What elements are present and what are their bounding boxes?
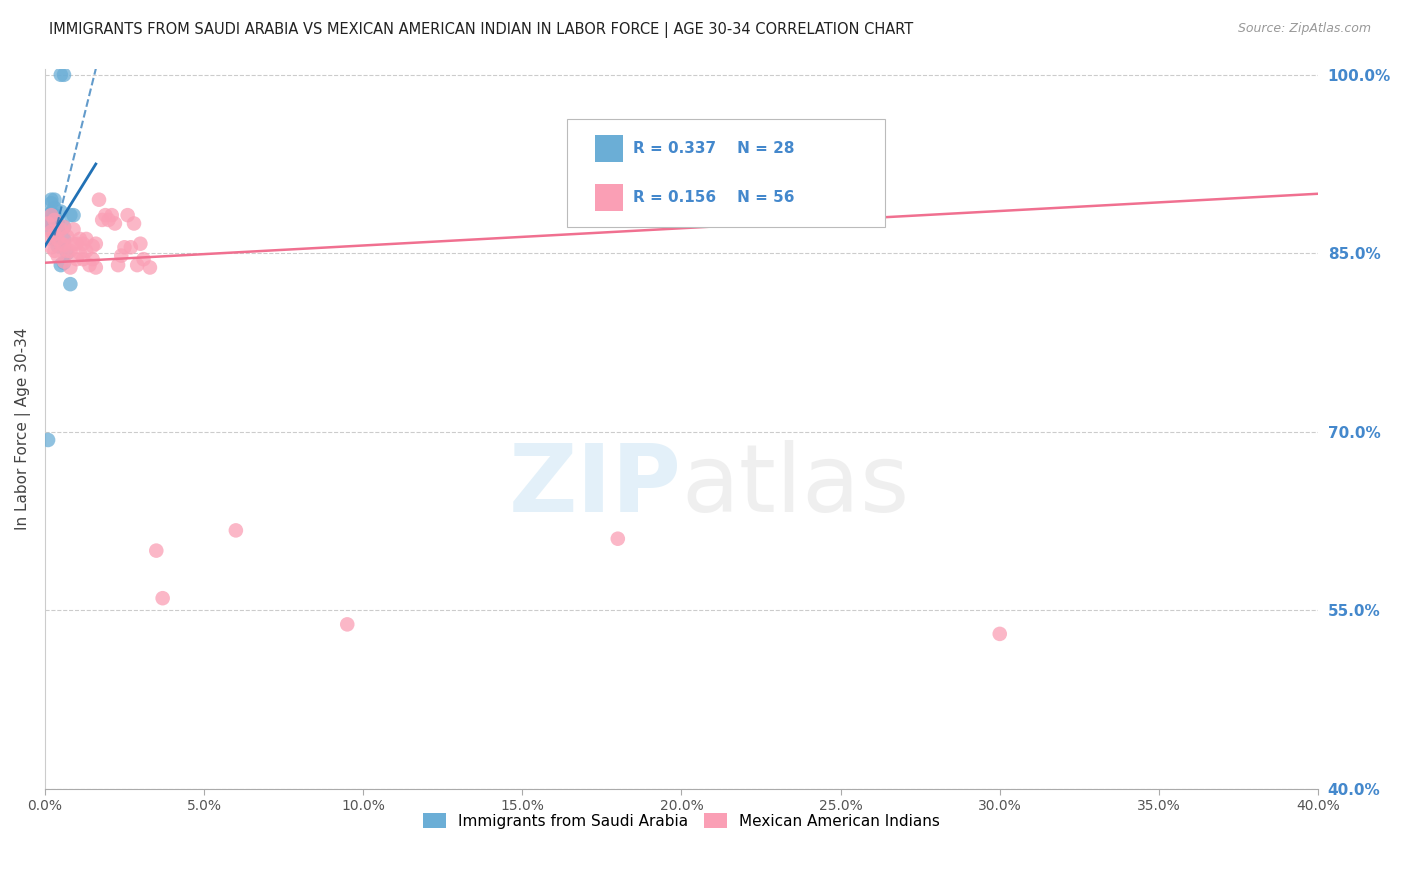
Point xyxy=(94,208,117,222)
Point xyxy=(606,532,628,546)
Point xyxy=(145,543,167,558)
Point xyxy=(127,258,149,272)
Legend: Immigrants from Saudi Arabia, Mexican American Indians: Immigrants from Saudi Arabia, Mexican Am… xyxy=(418,807,946,835)
Point xyxy=(59,244,82,258)
Point xyxy=(97,213,120,227)
Point xyxy=(49,222,72,236)
Point xyxy=(37,215,59,229)
Point xyxy=(72,236,94,251)
Point xyxy=(39,225,62,239)
Text: R = 0.156    N = 56: R = 0.156 N = 56 xyxy=(633,190,794,205)
Point xyxy=(56,246,79,260)
Point xyxy=(44,208,66,222)
Point xyxy=(53,232,76,246)
Point xyxy=(62,208,84,222)
Point xyxy=(69,246,91,260)
Point xyxy=(69,232,91,246)
Point xyxy=(39,240,62,254)
Point xyxy=(44,227,66,242)
Point xyxy=(82,252,104,267)
Point xyxy=(59,277,82,292)
Point xyxy=(75,244,97,258)
Point xyxy=(44,232,66,246)
Point xyxy=(139,260,162,275)
Point xyxy=(110,249,132,263)
Point xyxy=(44,201,66,215)
Point xyxy=(104,217,127,231)
Point xyxy=(49,258,72,272)
Text: R = 0.337    N = 28: R = 0.337 N = 28 xyxy=(633,141,794,155)
Point xyxy=(37,217,59,231)
Point xyxy=(39,222,62,236)
Point xyxy=(39,206,62,220)
Point xyxy=(152,591,174,606)
Point xyxy=(59,260,82,275)
Point xyxy=(87,193,110,207)
Point xyxy=(84,236,107,251)
Point xyxy=(53,238,76,252)
Point xyxy=(62,236,84,251)
Point xyxy=(46,222,69,236)
Point xyxy=(114,240,136,254)
FancyBboxPatch shape xyxy=(595,184,623,211)
Point xyxy=(39,215,62,229)
Point xyxy=(53,254,76,268)
Point xyxy=(84,260,107,275)
Point xyxy=(122,217,145,231)
Point xyxy=(117,208,139,222)
Point xyxy=(129,236,152,251)
Point xyxy=(59,208,82,222)
Point xyxy=(44,193,66,207)
Y-axis label: In Labor Force | Age 30-34: In Labor Force | Age 30-34 xyxy=(15,327,31,530)
Point xyxy=(46,249,69,263)
Point xyxy=(66,252,89,267)
Point xyxy=(120,240,142,254)
FancyBboxPatch shape xyxy=(567,120,886,227)
Point xyxy=(37,232,59,246)
Text: ZIP: ZIP xyxy=(509,441,682,533)
Point xyxy=(225,524,247,538)
Point xyxy=(39,193,62,207)
Point xyxy=(72,252,94,267)
Point xyxy=(132,252,155,267)
Point xyxy=(49,68,72,82)
Point xyxy=(46,232,69,246)
Point xyxy=(37,217,59,231)
Point xyxy=(336,617,359,632)
Point xyxy=(49,204,72,219)
Point xyxy=(56,244,79,258)
Point xyxy=(56,229,79,244)
Point xyxy=(62,222,84,236)
Point xyxy=(107,258,129,272)
Point xyxy=(82,239,104,253)
Point xyxy=(44,215,66,229)
Point xyxy=(46,215,69,229)
Point xyxy=(44,213,66,227)
Point xyxy=(46,239,69,253)
Point xyxy=(53,256,76,270)
Point xyxy=(66,236,89,251)
Point xyxy=(39,208,62,222)
Point xyxy=(100,208,122,222)
Text: IMMIGRANTS FROM SAUDI ARABIA VS MEXICAN AMERICAN INDIAN IN LABOR FORCE | AGE 30-: IMMIGRANTS FROM SAUDI ARABIA VS MEXICAN … xyxy=(49,22,914,38)
Point xyxy=(988,627,1011,641)
Point xyxy=(53,68,76,82)
Point xyxy=(75,232,97,246)
FancyBboxPatch shape xyxy=(595,135,623,162)
Point xyxy=(91,213,114,227)
Text: atlas: atlas xyxy=(682,441,910,533)
Point xyxy=(37,208,59,222)
Point xyxy=(39,196,62,211)
Point xyxy=(49,236,72,251)
Point xyxy=(53,220,76,235)
Point xyxy=(79,258,101,272)
Text: Source: ZipAtlas.com: Source: ZipAtlas.com xyxy=(1237,22,1371,36)
Point xyxy=(37,433,59,447)
Point xyxy=(53,220,76,235)
Point xyxy=(44,244,66,258)
